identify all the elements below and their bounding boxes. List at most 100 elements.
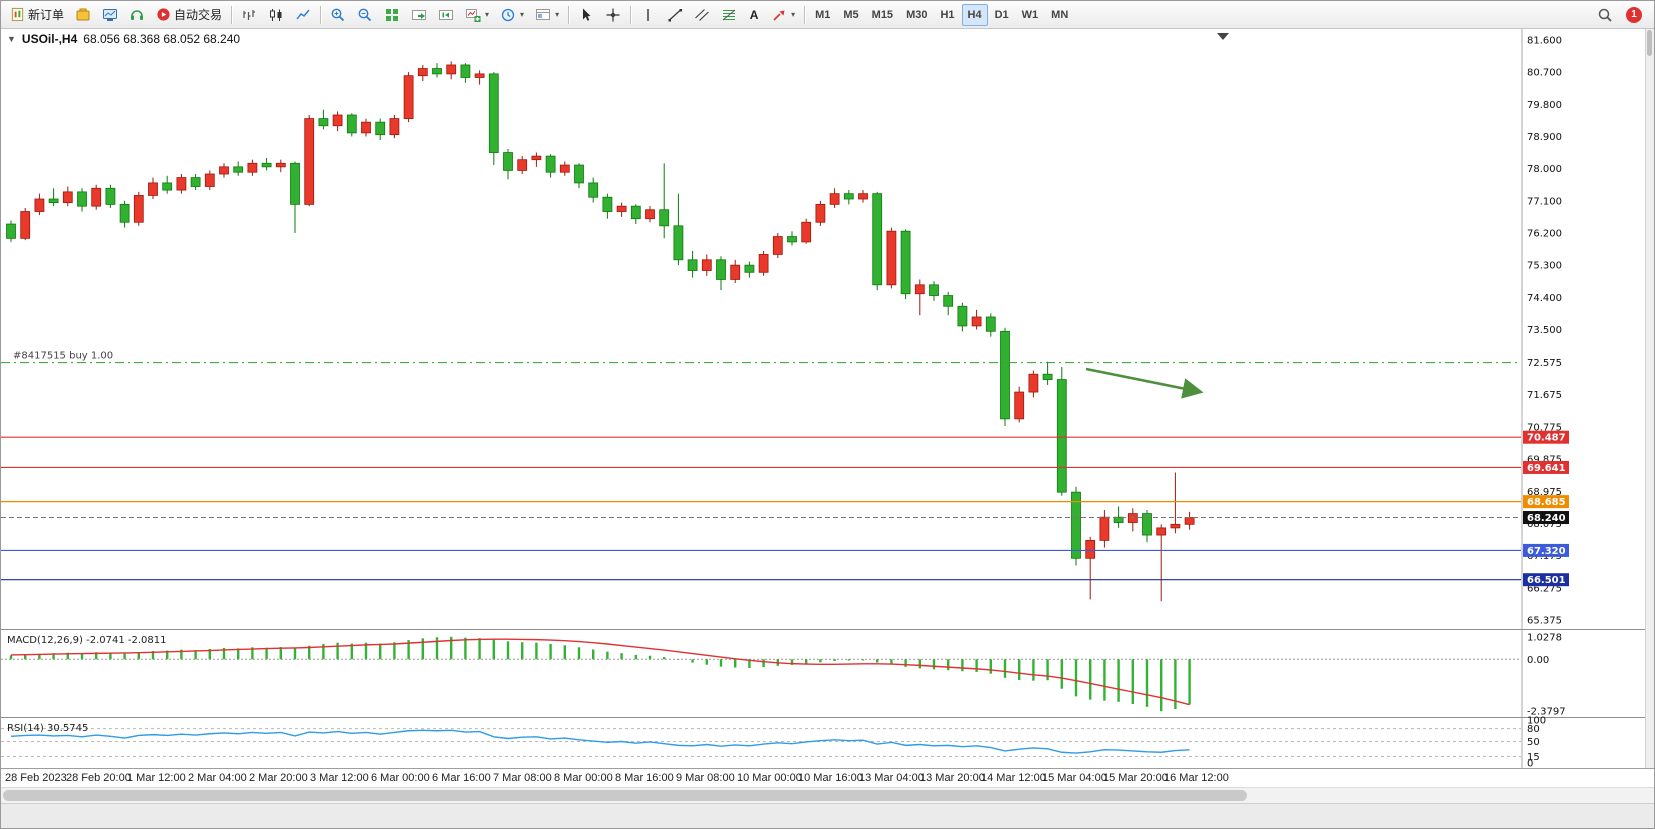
new-order-button[interactable]: 新订单 — [5, 4, 69, 26]
svg-text:15: 15 — [1527, 752, 1540, 763]
svg-text:69.875: 69.875 — [1527, 455, 1562, 466]
channel-tool-button[interactable] — [689, 4, 715, 26]
timeframe-m5-button[interactable]: M5 — [837, 4, 864, 26]
ohlc-bars-icon — [243, 9, 256, 20]
vertical-scrollbar[interactable] — [1645, 28, 1654, 768]
timeframe-w1-button[interactable]: W1 — [1016, 4, 1045, 26]
time-axis-label: 13 Mar 20:00 — [920, 772, 985, 784]
time-axis-label: 28 Feb 2023 — [5, 772, 67, 784]
timeframe-m15-button[interactable]: M15 — [866, 4, 899, 26]
dropdown-caret-icon: ▾ — [791, 10, 796, 19]
headset-icon — [131, 9, 144, 20]
timeframe-mn-button[interactable]: MN — [1045, 4, 1074, 26]
svg-text:78.000: 78.000 — [1527, 164, 1562, 175]
svg-text:67.320: 67.320 — [1527, 546, 1566, 557]
svg-text:68.975: 68.975 — [1527, 487, 1562, 498]
time-axis-label: 9 Mar 08:00 — [676, 772, 735, 784]
timeframe-d1-button[interactable]: D1 — [989, 4, 1015, 26]
svg-text:70.775: 70.775 — [1527, 422, 1562, 433]
vertical-line-icon — [647, 8, 649, 21]
new-chart-button[interactable]: ▾ — [460, 4, 494, 26]
ohlc-readout: 68.056 68.368 68.052 68.240 — [83, 32, 241, 46]
periods-button[interactable]: ▾ — [495, 4, 529, 26]
auto-trading-icon — [157, 8, 170, 21]
svg-text:73.500: 73.500 — [1527, 325, 1562, 336]
svg-text:50: 50 — [1527, 737, 1540, 748]
zoom-in-button[interactable] — [325, 4, 351, 26]
svg-text:78.900: 78.900 — [1527, 132, 1562, 143]
horizontal-scrollbar[interactable] — [1, 787, 1654, 804]
symbols-button[interactable] — [70, 4, 96, 26]
template-icon — [536, 8, 551, 20]
zoom-in-icon — [331, 8, 345, 21]
timeframe-h1-button[interactable]: H1 — [934, 4, 960, 26]
svg-text:79.800: 79.800 — [1527, 100, 1562, 111]
bar-chart-mode-button[interactable] — [236, 4, 262, 26]
time-axis[interactable]: 28 Feb 2023 28 Feb 20:00 1 Mar 12:00 2 Mar … — [1, 768, 1654, 788]
line-chart-mode-button[interactable] — [290, 4, 316, 26]
timeframe-m1-button[interactable]: M1 — [809, 4, 836, 26]
dropdown-caret-icon: ▾ — [520, 10, 525, 19]
crosshair-tool-button[interactable] — [600, 4, 626, 26]
crosshair-icon — [606, 8, 620, 21]
time-axis-label: 6 Mar 16:00 — [432, 772, 491, 784]
search-icon — [1598, 8, 1612, 22]
toolbar-separator — [568, 5, 570, 24]
support-button[interactable] — [124, 4, 150, 26]
time-axis-label: 2 Mar 20:00 — [249, 772, 308, 784]
auto-trading-button[interactable]: 自动交易 — [151, 4, 227, 26]
svg-text:69.641: 69.641 — [1527, 463, 1566, 474]
auto-trading-label: 自动交易 — [174, 8, 223, 22]
channel-icon — [695, 8, 709, 21]
time-axis-label: 28 Feb 20:00 — [66, 772, 131, 784]
svg-text:65.375: 65.375 — [1527, 615, 1562, 626]
time-axis-label: 1 Mar 12:00 — [127, 772, 186, 784]
templates-button[interactable]: ▾ — [530, 4, 564, 26]
zoom-out-button[interactable] — [352, 4, 378, 26]
trendline-tool-button[interactable] — [662, 4, 688, 26]
arrows-tool-button[interactable]: ▾ — [766, 4, 800, 26]
chart-canvas[interactable]: #8417515 buy 1.00 81.600 80.700 79.800 78.90… — [1, 28, 1655, 768]
fibonacci-tool-button[interactable] — [716, 4, 742, 26]
text-tool-icon: A — [749, 7, 759, 22]
chart-info-line: ▼ USOil-,H4 68.056 68.368 68.052 68.240 — [7, 32, 240, 46]
cursor-tool-button[interactable] — [573, 4, 599, 26]
time-axis-label: 6 Mar 00:00 — [371, 772, 430, 784]
svg-text:RSI(14) 30.5745: RSI(14) 30.5745 — [7, 723, 88, 734]
time-axis-label: 8 Mar 00:00 — [554, 772, 613, 784]
svg-text:100: 100 — [1527, 716, 1546, 727]
window-chrome-bottom — [1, 803, 1654, 828]
search-button[interactable] — [1592, 4, 1618, 26]
svg-text:68.240: 68.240 — [1527, 513, 1566, 524]
one-click-trading-toggle[interactable]: ▼ — [7, 34, 16, 44]
toolbar: 新订单 自动交易 — [1, 1, 1654, 29]
toolbar-separator — [630, 5, 632, 24]
arrow-tool-icon — [773, 10, 785, 21]
timeframe-m30-button[interactable]: M30 — [900, 4, 933, 26]
time-axis-label: 7 Mar 08:00 — [493, 772, 552, 784]
horizontal-scrollbar-thumb[interactable] — [3, 790, 1247, 801]
candlestick-mode-button[interactable] — [263, 4, 289, 26]
vertical-line-tool-button[interactable] — [635, 4, 661, 26]
svg-text:0: 0 — [1527, 759, 1533, 769]
clock-icon — [501, 8, 515, 21]
time-axis-label: 15 Mar 04:00 — [1042, 772, 1107, 784]
time-axis-label: 10 Mar 16:00 — [798, 772, 863, 784]
notification-badge[interactable]: 1 — [1626, 6, 1642, 23]
vertical-scrollbar-thumb[interactable] — [1647, 30, 1652, 56]
svg-text:75.300: 75.300 — [1527, 261, 1562, 272]
text-tool-button[interactable]: A — [743, 4, 765, 26]
new-order-label: 新订单 — [28, 8, 65, 22]
tile-windows-button[interactable] — [379, 4, 405, 26]
time-axis-label: 14 Mar 12:00 — [981, 772, 1046, 784]
toolbar-separator — [804, 5, 806, 24]
timeframe-h4-button[interactable]: H4 — [961, 3, 988, 26]
auto-scroll-button[interactable] — [406, 4, 432, 26]
svg-text:71.675: 71.675 — [1527, 390, 1562, 401]
toolbar-separator — [231, 5, 233, 24]
svg-text:66.501: 66.501 — [1527, 575, 1566, 586]
new-chart-icon — [466, 8, 481, 22]
market-watch-button[interactable] — [97, 4, 123, 26]
chart-shift-button[interactable] — [433, 4, 459, 26]
